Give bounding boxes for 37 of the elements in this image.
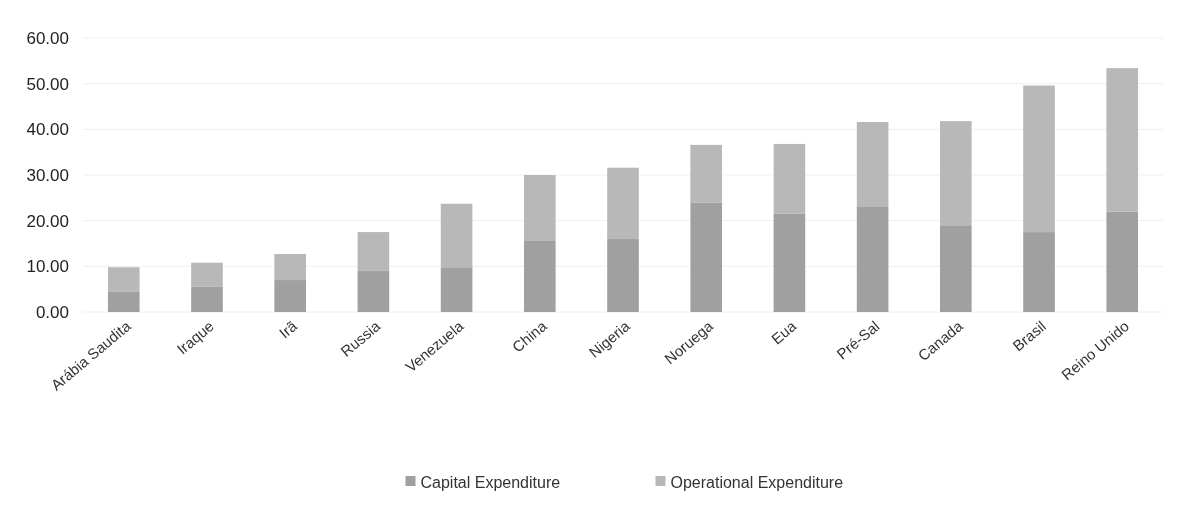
bar bbox=[191, 262, 223, 287]
bar bbox=[940, 121, 972, 226]
y-tick-label: 50.00 bbox=[26, 74, 69, 94]
bar bbox=[107, 291, 140, 312]
y-tick-label: 20.00 bbox=[26, 211, 69, 231]
x-tick-label: Eua bbox=[767, 316, 800, 348]
y-tick-label: 30.00 bbox=[26, 165, 69, 185]
bar bbox=[191, 286, 223, 312]
bar bbox=[856, 122, 889, 207]
bar bbox=[274, 254, 306, 281]
y-tick-label: 10.00 bbox=[26, 257, 69, 277]
legend-label: Operational Expenditure bbox=[670, 473, 844, 491]
bar bbox=[523, 240, 556, 312]
bar bbox=[856, 206, 889, 312]
bar bbox=[1106, 68, 1139, 212]
bar bbox=[690, 202, 723, 312]
bar bbox=[1023, 85, 1055, 233]
bar bbox=[607, 167, 639, 239]
bar bbox=[274, 280, 306, 312]
bar bbox=[107, 267, 140, 292]
bar bbox=[357, 232, 390, 271]
x-tick-label: Irã bbox=[275, 316, 301, 342]
y-tick-label: 0.00 bbox=[35, 302, 69, 322]
bar bbox=[773, 143, 806, 214]
bar bbox=[940, 225, 972, 312]
bar bbox=[523, 175, 556, 241]
bar bbox=[690, 144, 723, 203]
bar bbox=[440, 267, 473, 312]
bar bbox=[440, 203, 473, 268]
y-tick-label: 60.00 bbox=[26, 28, 69, 48]
bar bbox=[1023, 232, 1055, 312]
bar bbox=[357, 270, 390, 312]
bar bbox=[773, 213, 806, 312]
bar bbox=[607, 238, 639, 312]
y-tick-label: 40.00 bbox=[26, 120, 69, 140]
legend-label: Capital Expenditure bbox=[420, 473, 561, 491]
bar bbox=[1106, 211, 1139, 312]
